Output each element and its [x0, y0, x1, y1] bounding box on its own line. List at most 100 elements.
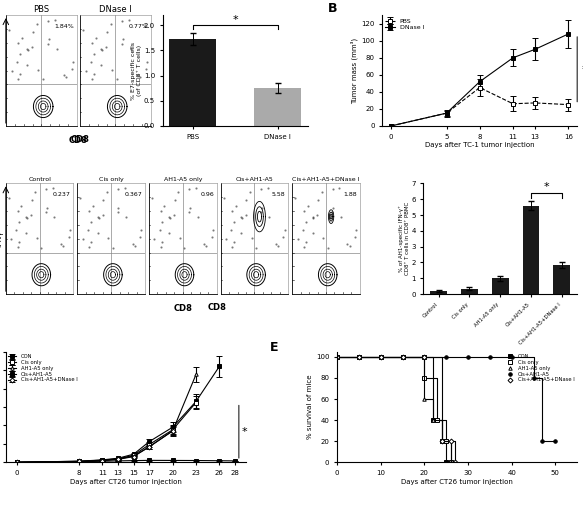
Cis+AH1-A5	[377, 354, 384, 360]
Point	[43, 40, 52, 48]
Title: Control: Control	[28, 177, 51, 182]
Point	[41, 185, 51, 194]
Point	[57, 240, 66, 248]
Point	[85, 207, 94, 215]
Cis+AH1-A5	[442, 354, 449, 360]
Point	[58, 242, 68, 250]
Point	[120, 184, 129, 193]
Point	[290, 195, 300, 203]
Point	[160, 202, 169, 210]
Point	[166, 214, 175, 223]
Point	[59, 71, 69, 79]
CON	[377, 354, 384, 360]
Point	[98, 211, 107, 219]
Point	[231, 202, 241, 210]
AH1-A5 only	[377, 354, 384, 360]
Text: 1.84%: 1.84%	[55, 23, 74, 28]
Point	[52, 45, 62, 53]
Point	[13, 207, 22, 215]
Point	[97, 61, 106, 69]
Point	[257, 204, 266, 212]
Cis+AH1-A5+DNase I	[333, 354, 340, 360]
Legend: CON, Cis only, AH1-A5 only, Cis+AH1-A5, Cis+AH1-A5+DNase I: CON, Cis only, AH1-A5 only, Cis+AH1-A5, …	[505, 354, 574, 383]
Point	[44, 36, 54, 44]
Point	[202, 242, 211, 250]
Point	[106, 20, 115, 28]
Cis+AH1-A5+DNase I	[447, 438, 454, 444]
Point	[350, 233, 360, 241]
Point	[93, 229, 103, 237]
Text: 0.77%: 0.77%	[128, 23, 148, 28]
Point	[329, 204, 338, 212]
Point	[155, 226, 164, 234]
Point	[97, 45, 106, 53]
Point	[30, 188, 40, 196]
Cis+AH1-A5	[508, 354, 515, 360]
Cis only	[356, 354, 363, 360]
Point	[113, 75, 122, 83]
Y-axis label: % survival of mice: % survival of mice	[307, 375, 313, 439]
Point	[127, 45, 136, 53]
Point	[121, 213, 131, 221]
Point	[309, 214, 318, 223]
Point	[312, 211, 322, 219]
Point	[102, 27, 111, 36]
Point	[222, 235, 231, 243]
Point	[128, 240, 137, 248]
Point	[256, 208, 265, 216]
Point	[199, 240, 209, 248]
Point	[88, 202, 97, 210]
Text: CD8: CD8	[173, 304, 192, 313]
Point	[158, 218, 167, 226]
Point	[108, 66, 117, 74]
Text: B: B	[328, 2, 338, 15]
Point	[174, 188, 183, 196]
Cis+AH1-A5	[539, 438, 546, 444]
Cis only	[447, 459, 454, 465]
Point	[251, 243, 261, 251]
CON	[438, 438, 445, 444]
Cis+AH1-A5+DNase I	[451, 459, 458, 465]
Text: 0.237: 0.237	[53, 192, 71, 197]
Point	[236, 229, 245, 237]
Cis+AH1-A5	[530, 375, 537, 381]
Line: CON: CON	[335, 355, 448, 464]
Text: 0.96: 0.96	[201, 192, 214, 197]
Y-axis label: E7 Tetramer: E7 Tetramer	[0, 47, 3, 94]
Point	[113, 185, 122, 194]
AH1-A5 only	[399, 354, 406, 360]
Point	[97, 46, 107, 54]
Y-axis label: % E7-specific cells
(of CD8⁺ T cells): % E7-specific cells (of CD8⁺ T cells)	[131, 42, 142, 100]
Line: Cis+AH1-A5: Cis+AH1-A5	[335, 355, 557, 443]
Point	[83, 226, 93, 234]
AH1-A5 only	[333, 354, 340, 360]
Point	[336, 213, 346, 221]
Point	[87, 39, 97, 47]
Point	[37, 243, 46, 251]
Point	[13, 39, 23, 47]
Bar	[492, 278, 509, 294]
Point	[142, 58, 152, 67]
Point	[263, 184, 272, 193]
Point	[271, 240, 280, 248]
Point	[89, 50, 99, 58]
Point	[27, 196, 36, 204]
Point	[89, 70, 99, 78]
Point	[93, 213, 103, 221]
Cis only	[333, 354, 340, 360]
Point	[67, 65, 76, 73]
Bar	[254, 88, 301, 126]
Cis+AH1-A5	[486, 354, 493, 360]
Point	[165, 213, 174, 221]
Point	[87, 75, 97, 83]
Title: AH1-A5 only: AH1-A5 only	[164, 177, 202, 182]
Line: AH1-A5 only: AH1-A5 only	[335, 355, 452, 464]
Point	[191, 184, 201, 193]
Cis+AH1-A5	[465, 354, 472, 360]
Line: Cis only: Cis only	[335, 355, 452, 464]
Point	[150, 235, 159, 243]
X-axis label: Days after CT26 tumor injection: Days after CT26 tumor injection	[70, 479, 182, 485]
Point	[185, 204, 195, 212]
Title: PBS: PBS	[33, 6, 50, 14]
Point	[207, 233, 216, 241]
